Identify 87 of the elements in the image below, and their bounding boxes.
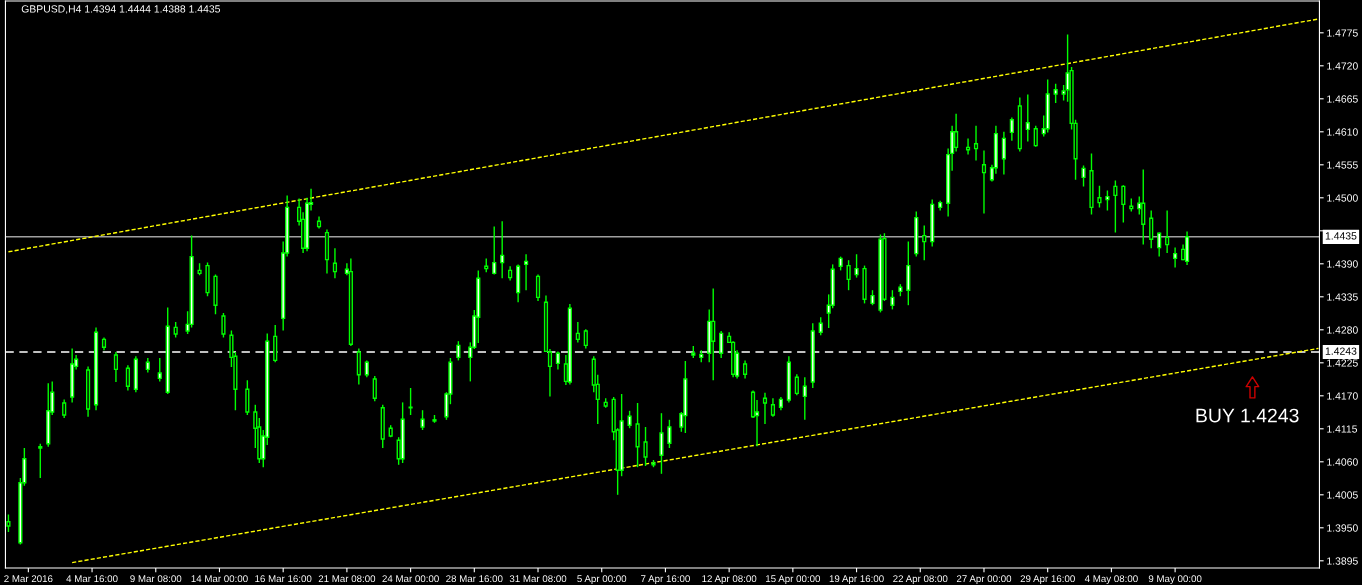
candlestick [273,324,278,363]
candlestick [981,149,987,215]
candlestick [1105,189,1110,212]
candlestick [332,247,338,279]
y-tick-label: 1.4005 [1327,491,1358,499]
candlestick [643,426,648,467]
candlestick [1009,116,1014,142]
candlestick [770,397,776,418]
candlestick [492,225,497,276]
candlestick [667,419,672,449]
candlestick [854,253,859,279]
y-tick-label: 1.4500 [1327,194,1358,202]
x-tick-label: 31 Mar 08:00 [509,575,567,583]
x-tick-label: 2 Mar 2016 [4,575,53,583]
x-tick-label: 19 Apr 16:00 [829,575,884,585]
y-tick-label: 1.4775 [1327,29,1358,37]
candlestick [762,392,768,425]
candlestick [575,321,580,344]
y-tick-label: 1.4720 [1327,62,1358,70]
candlestick [372,375,377,402]
candlestick [420,409,425,431]
candlestick [846,259,851,291]
ref-line-label: 1.4435 [1325,232,1357,240]
candlestick [113,351,119,383]
candlestick [1033,125,1038,148]
x-tick-label: 12 Apr 08:00 [702,575,757,585]
candlestick [1053,83,1058,104]
candlestick [245,379,250,416]
y-tick-label: 1.3895 [1327,557,1358,565]
x-tick-label: 9 Mar 08:00 [130,575,182,583]
candlestick [1081,164,1086,188]
candlestick [635,402,640,468]
ref-line-label: 1.4243 [1325,347,1357,355]
candlestick [922,224,927,261]
x-tick-label: 5 Apr 00:00 [577,575,627,585]
chart-title: GBPUSD,H4 1.4394 1.4444 1.4388 1.4435 [21,5,220,14]
x-tick-label: 14 Mar 00:00 [191,575,248,583]
candlestick [1141,168,1146,246]
candlestick [500,220,505,279]
y-tick-label: 1.4665 [1327,95,1358,103]
candlestick [1149,209,1154,249]
candlestick [356,347,361,386]
candlestick [954,113,959,153]
x-tick-label: 4 Mar 16:00 [66,575,118,583]
x-tick-label: 22 Apr 08:00 [893,575,948,585]
x-tick-label: 29 Apr 16:00 [1020,575,1075,585]
candlestick [1121,184,1126,224]
x-tick-label: 9 May 00:00 [1148,575,1202,585]
y-tick-label: 1.4170 [1327,392,1358,400]
y-tick-label: 1.4225 [1327,359,1358,367]
y-tick-label: 1.4115 [1327,425,1358,433]
candlestick [794,373,799,396]
y-tick-label: 1.4390 [1327,260,1358,268]
y-tick-label: 1.4555 [1327,161,1358,169]
candlestick [535,273,541,302]
x-tick-label: 16 Mar 16:00 [255,575,312,583]
candlestick [973,125,979,162]
candlestick [1025,93,1030,143]
x-tick-label: 15 Apr 00:00 [766,575,821,585]
candlestick [221,312,226,339]
candlestick [659,412,664,475]
candlestick [1165,209,1170,254]
y-tick-label: 1.4335 [1327,293,1358,301]
x-tick-label: 28 Mar 16:00 [446,575,503,583]
candlestick [125,364,130,392]
x-tick-label: 24 Mar 00:00 [382,575,439,583]
candlestick [1173,246,1178,269]
candlestick [583,328,588,350]
candlestick [1113,179,1118,234]
candlestick [802,376,807,421]
candlestick [62,398,67,419]
y-tick-label: 1.4280 [1327,326,1358,334]
x-tick-label: 21 Mar 08:00 [318,575,376,583]
candlestick [1097,185,1102,209]
candlestick [890,289,895,311]
x-tick-label: 7 Apr 16:00 [641,575,690,585]
candlestick [523,253,529,291]
annotation: BUY 1.4243 [1196,408,1299,423]
candlestick [1001,131,1006,176]
y-tick-label: 1.4060 [1327,458,1358,466]
candlestick [157,357,162,383]
candlestick [38,443,43,479]
y-tick-label: 1.3950 [1327,524,1358,532]
x-tick-label: 27 Apr 00:00 [956,575,1012,585]
x-tick-label: 4 May 08:00 [1084,575,1138,585]
candlestick [711,287,716,381]
y-tick-label: 1.4610 [1327,128,1358,136]
